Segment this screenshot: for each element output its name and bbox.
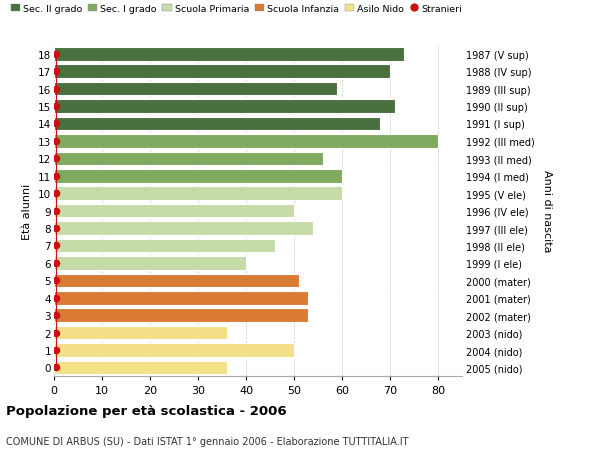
- Bar: [54, 222, 313, 235]
- Bar: [54, 48, 404, 62]
- Bar: [54, 257, 246, 270]
- Bar: [54, 204, 294, 218]
- Bar: [54, 309, 308, 322]
- Bar: [54, 291, 308, 305]
- Bar: [54, 361, 227, 375]
- Bar: [54, 274, 299, 287]
- Bar: [54, 239, 275, 253]
- Bar: [54, 169, 342, 183]
- Legend: Sec. II grado, Sec. I grado, Scuola Primaria, Scuola Infanzia, Asilo Nido, Stran: Sec. II grado, Sec. I grado, Scuola Prim…: [11, 5, 463, 14]
- Bar: [54, 100, 395, 113]
- Bar: [54, 65, 390, 79]
- Bar: [54, 118, 380, 131]
- Bar: [54, 187, 342, 201]
- Y-axis label: Età alunni: Età alunni: [22, 183, 32, 239]
- Bar: [54, 135, 438, 148]
- Bar: [54, 83, 337, 96]
- Text: Popolazione per età scolastica - 2006: Popolazione per età scolastica - 2006: [6, 404, 287, 417]
- Text: COMUNE DI ARBUS (SU) - Dati ISTAT 1° gennaio 2006 - Elaborazione TUTTITALIA.IT: COMUNE DI ARBUS (SU) - Dati ISTAT 1° gen…: [6, 436, 409, 446]
- Bar: [54, 343, 294, 357]
- Y-axis label: Anni di nascita: Anni di nascita: [542, 170, 551, 252]
- Bar: [54, 326, 227, 340]
- Bar: [54, 152, 323, 166]
